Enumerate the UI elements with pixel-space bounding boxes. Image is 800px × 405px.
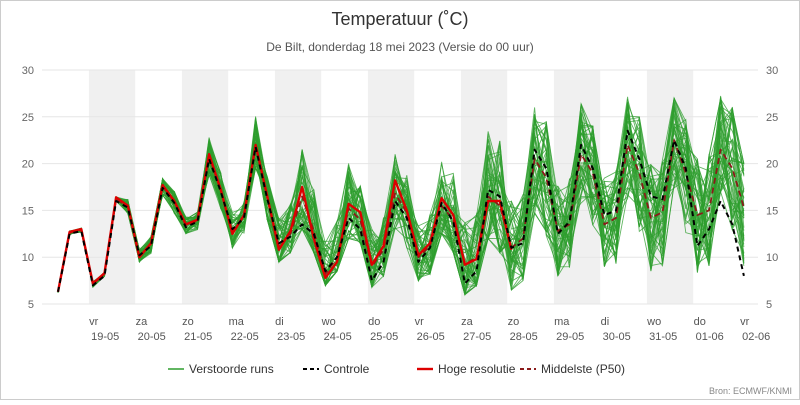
x-date-label: 19-05: [91, 331, 119, 343]
control-series-line: [57, 129, 745, 292]
x-date-label: 30-05: [603, 331, 631, 343]
y-tick-label-right: 10: [766, 252, 778, 264]
x-weekday-label: do: [368, 316, 380, 328]
y-tick-label-left: 15: [22, 205, 34, 217]
x-weekday-label: zo: [508, 316, 520, 328]
y-tick-label-right: 30: [766, 65, 778, 77]
y-tick-label-right: 25: [766, 112, 778, 124]
x-weekday-label: za: [136, 316, 149, 328]
source-label: Bron: ECMWF/KNMI: [709, 386, 792, 396]
x-weekday-label: wo: [646, 316, 661, 328]
ensemble-member-line: [57, 124, 745, 293]
y-tick-label-left: 30: [22, 65, 34, 77]
legend: Verstoorde runs Controle Hoge resolutie Mid…: [168, 362, 625, 376]
chart-subtitle: De Bilt, donderdag 18 mei 2023 (Versie d…: [266, 40, 534, 54]
x-date-label: 01-06: [696, 331, 724, 343]
y-axis: 5 5 10 10 15 15 20 20 25 25 30 30: [22, 65, 779, 311]
ensemble-member-line: [57, 96, 745, 292]
ensemble-member-line: [57, 103, 745, 293]
y-tick-label-left: 25: [22, 112, 34, 124]
x-weekday-label: za: [461, 316, 474, 328]
ensemble-member-line: [57, 131, 745, 292]
x-weekday-label: di: [601, 316, 610, 328]
y-tick-label-left: 5: [28, 299, 34, 311]
y-tick-label-right: 15: [766, 205, 778, 217]
chart-title: Temperatuur (˚C): [331, 9, 468, 29]
x-date-label: 26-05: [417, 331, 445, 343]
x-date-label: 02-06: [742, 331, 770, 343]
x-date-label: 22-05: [231, 331, 259, 343]
x-weekday-label: do: [694, 316, 706, 328]
legend-label-ensemble: Verstoorde runs: [189, 362, 274, 376]
legend-label-median: Middelste (P50): [541, 362, 625, 376]
x-axis: vr 19-05 za 20-05 zo 21-05 ma 22-05 di 23-05 wo 24-…: [89, 316, 770, 343]
x-date-label: 28-05: [510, 331, 538, 343]
x-weekday-label: vr: [415, 316, 425, 328]
x-weekday-label: ma: [554, 316, 570, 328]
x-date-label: 25-05: [370, 331, 398, 343]
x-date-label: 20-05: [138, 331, 166, 343]
x-date-label: 31-05: [649, 331, 677, 343]
x-date-label: 24-05: [324, 331, 352, 343]
x-date-label: 29-05: [556, 331, 584, 343]
y-tick-label-right: 5: [766, 299, 772, 311]
y-tick-label-right: 20: [766, 159, 778, 171]
x-date-label: 23-05: [277, 331, 305, 343]
x-weekday-label: di: [275, 316, 284, 328]
x-weekday-label: ma: [229, 316, 245, 328]
x-date-label: 27-05: [463, 331, 491, 343]
x-weekday-label: vr: [740, 316, 750, 328]
y-tick-label-left: 20: [22, 159, 34, 171]
y-tick-label-left: 10: [22, 252, 34, 264]
main-series: [56, 129, 745, 293]
shaded-band: [88, 70, 136, 304]
legend-label-control: Controle: [324, 362, 370, 376]
x-date-label: 21-05: [184, 331, 212, 343]
x-weekday-label: zo: [182, 316, 194, 328]
legend-label-highres: Hoge resolutie: [438, 362, 516, 376]
x-weekday-label: vr: [89, 316, 99, 328]
x-weekday-label: wo: [321, 316, 336, 328]
